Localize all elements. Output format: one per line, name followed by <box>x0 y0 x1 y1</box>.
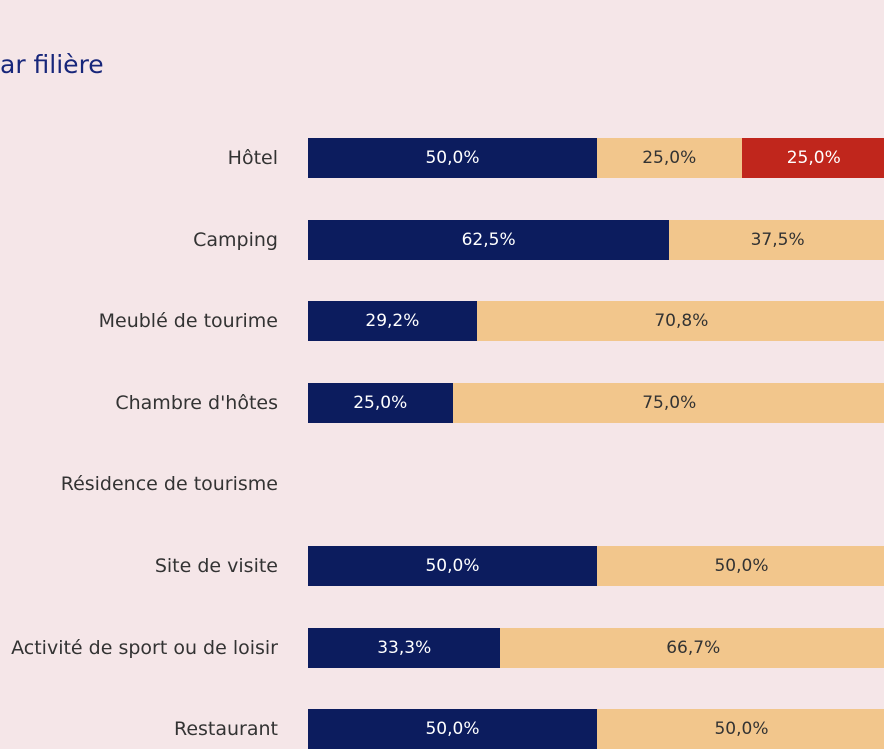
bar-segment: 66,7% <box>500 628 884 668</box>
bar-segment: 25,0% <box>742 138 884 178</box>
value-label: 37,5% <box>751 230 805 250</box>
bar-segment: 37,5% <box>669 220 884 260</box>
value-label: 75,0% <box>642 393 696 413</box>
value-label: 50,0% <box>714 556 768 576</box>
value-label: 50,0% <box>714 719 768 739</box>
bar-segment: 50,0% <box>308 709 597 749</box>
category-label: Camping <box>8 226 278 254</box>
category-label: Résidence de tourisme <box>8 470 278 498</box>
bar-segment: 25,0% <box>597 138 742 178</box>
value-label: 50,0% <box>425 556 479 576</box>
value-label: 25,0% <box>353 393 407 413</box>
value-label: 33,3% <box>377 638 431 658</box>
bar-segment: 70,8% <box>477 301 884 341</box>
value-label: 25,0% <box>787 148 841 168</box>
category-label: Site de visite <box>8 552 278 580</box>
bar-segment: 75,0% <box>453 383 884 423</box>
bar-segment: 62,5% <box>308 220 669 260</box>
bar-segment: 50,0% <box>597 546 884 586</box>
category-label: Chambre d'hôtes <box>8 389 278 417</box>
value-label: 66,7% <box>666 638 720 658</box>
bar-segment: 50,0% <box>308 546 597 586</box>
chart-title: ar filière <box>0 50 104 79</box>
value-label: 50,0% <box>425 719 479 739</box>
category-label: Meublé de tourime <box>8 307 278 335</box>
category-label: Hôtel <box>8 144 278 172</box>
bar-segment: 29,2% <box>308 301 477 341</box>
bar-segment: 33,3% <box>308 628 500 668</box>
value-label: 25,0% <box>642 148 696 168</box>
value-label: 29,2% <box>365 311 419 331</box>
bar-segment: 50,0% <box>308 138 597 178</box>
bar-segment: 25,0% <box>308 383 453 423</box>
category-label: Restaurant <box>8 715 278 743</box>
bar-segment: 50,0% <box>597 709 884 749</box>
value-label: 50,0% <box>425 148 479 168</box>
category-label: Activité de sport ou de loisir <box>8 634 278 662</box>
value-label: 70,8% <box>654 311 708 331</box>
value-label: 62,5% <box>462 230 516 250</box>
